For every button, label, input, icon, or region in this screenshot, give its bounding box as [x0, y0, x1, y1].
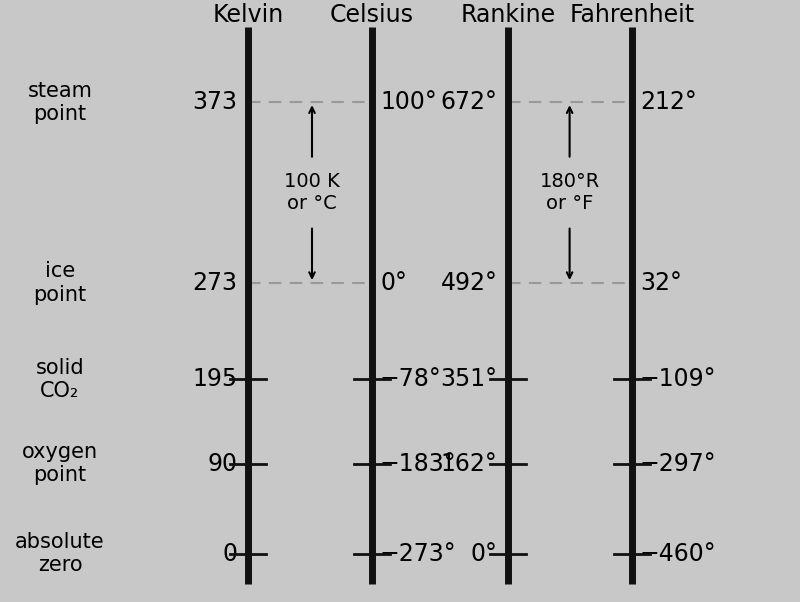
Text: Fahrenheit: Fahrenheit [570, 3, 694, 27]
Text: Celsius: Celsius [330, 3, 414, 27]
Text: 492°: 492° [441, 271, 498, 295]
Text: −183°: −183° [380, 452, 457, 476]
Text: 162°: 162° [441, 452, 498, 476]
Text: Kelvin: Kelvin [212, 3, 284, 27]
Text: 180°R
or °F: 180°R or °F [539, 172, 600, 213]
Text: 195: 195 [193, 367, 238, 391]
Text: −273°: −273° [380, 542, 457, 566]
Text: 373: 373 [193, 90, 238, 114]
Text: 32°: 32° [640, 271, 682, 295]
Text: solid
CO₂: solid CO₂ [36, 358, 84, 401]
Text: 100 K
or °C: 100 K or °C [284, 172, 340, 213]
Text: 90: 90 [208, 452, 238, 476]
Text: −297°: −297° [640, 452, 717, 476]
Text: Rankine: Rankine [461, 3, 555, 27]
Text: steam
point: steam point [27, 81, 93, 124]
Text: ice
point: ice point [34, 261, 86, 305]
Text: 0°: 0° [470, 542, 498, 566]
Text: −460°: −460° [640, 542, 717, 566]
Text: oxygen
point: oxygen point [22, 442, 98, 485]
Text: 273: 273 [193, 271, 238, 295]
Text: 212°: 212° [640, 90, 697, 114]
Text: 351°: 351° [441, 367, 498, 391]
Text: 100°: 100° [380, 90, 437, 114]
Text: 0: 0 [222, 542, 238, 566]
Text: 0°: 0° [380, 271, 407, 295]
Text: absolute
zero: absolute zero [15, 532, 105, 576]
Text: 672°: 672° [441, 90, 498, 114]
Text: −109°: −109° [640, 367, 717, 391]
Text: −78°: −78° [380, 367, 442, 391]
